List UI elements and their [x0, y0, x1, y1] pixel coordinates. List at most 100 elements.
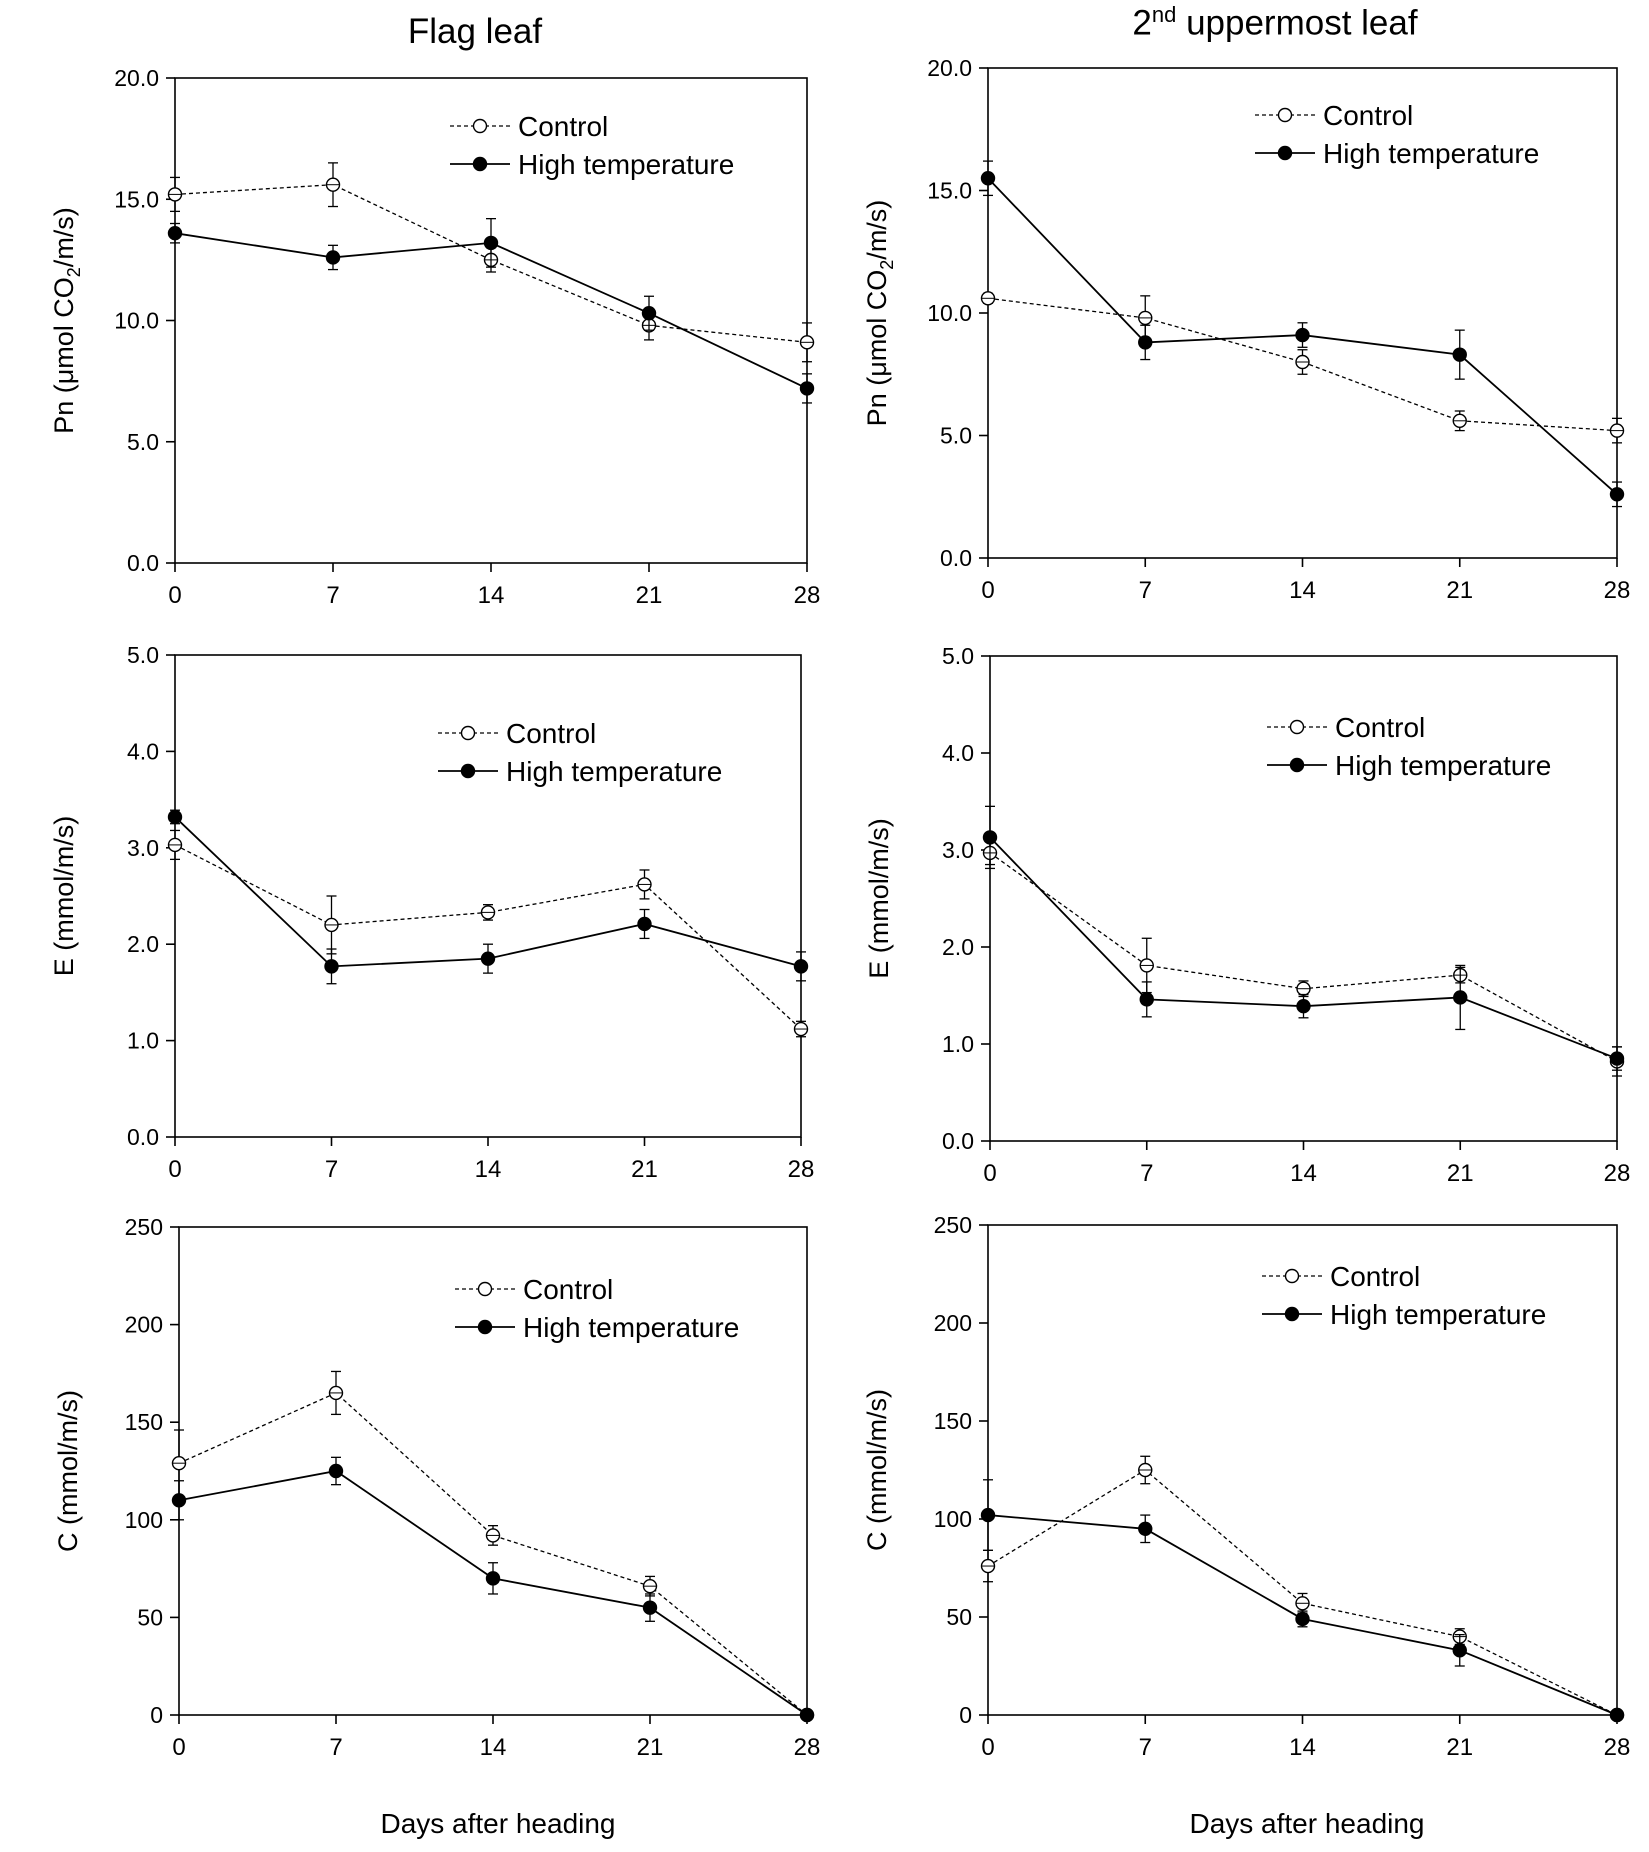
y-tick-label: 0.0 [942, 1128, 974, 1154]
high-temperature-point [1609, 1051, 1625, 1066]
control-series-line [987, 297, 1618, 432]
second-leaf-column-title: 2nd uppermost leaf [1045, 2, 1505, 48]
y-tick-label: 1.0 [942, 1031, 974, 1057]
y-tick-label: 50 [946, 1604, 972, 1630]
x-tick-label: 7 [329, 1734, 342, 1761]
x-tick-label: 21 [636, 582, 663, 609]
high-temperature-point [642, 1600, 658, 1615]
high-temperature-point [1452, 1643, 1467, 1658]
flag-leaf-column-title: Flag leaf [345, 12, 605, 56]
high-temperature-point [980, 171, 996, 186]
x-tick-label: 28 [788, 1156, 815, 1183]
high-temperature-point [799, 1707, 815, 1723]
x-tick-label: 7 [326, 582, 339, 609]
legend-control-marker [1289, 719, 1305, 735]
y-tick-label: 4.0 [127, 738, 159, 764]
legend: Control High temperature [1267, 712, 1551, 781]
legend-high-label: High temperature [1335, 750, 1551, 781]
y-tick-label: 150 [125, 1409, 163, 1435]
legend-high-label: High temperature [1323, 138, 1539, 169]
legend-control-label: Control [523, 1274, 613, 1305]
legend: Control High temperature [1262, 1261, 1546, 1330]
x-tick-label: 0 [168, 582, 181, 609]
high-temperature-point [1295, 327, 1310, 343]
y-axis-title-part: 2 [877, 260, 897, 270]
x-tick-label: 28 [1604, 1160, 1631, 1187]
x-axis-title-left: Days after heading [380, 1808, 615, 1839]
legend-high-marker [1284, 1306, 1300, 1322]
y-tick-label: 0 [150, 1702, 163, 1728]
flag-leaf-title-text: Flag leaf [407, 12, 543, 51]
high-temperature-point [325, 250, 341, 265]
legend-high-marker [1289, 757, 1305, 773]
legend-control-label: Control [1323, 100, 1413, 131]
y-axis-title-part: μ [862, 361, 892, 377]
x-tick-label: 7 [1139, 577, 1152, 604]
legend-high-label: High temperature [518, 149, 734, 180]
y-axis-title-part: Pn ( [862, 377, 892, 427]
y-axis-title-part: E (mmol/m/s) [49, 816, 79, 976]
y-axis-title-part: /m/s) [49, 207, 79, 267]
x-tick-label: 7 [1139, 1734, 1152, 1761]
x-tick-label: 0 [172, 1734, 185, 1761]
high-temperature-point [1138, 1521, 1153, 1537]
control-series-line [174, 184, 808, 343]
y-tick-label: 200 [125, 1312, 163, 1338]
y-tick-label: 20.0 [927, 55, 972, 81]
second-leaf-title-sup: nd [1151, 2, 1177, 27]
legend-high-marker [1277, 145, 1293, 161]
second-leaf-title-num: 2 [1132, 3, 1152, 43]
high-temperature-point [1296, 998, 1311, 1014]
x-tick-label: 0 [168, 1156, 181, 1183]
high-temperature-point [980, 1507, 996, 1523]
y-tick-label: 15.0 [114, 186, 159, 212]
y-tick-label: 5.0 [942, 643, 974, 669]
chart-c-flag: 0 50 100 150 200 250 0 7 14 21 28 C (mmol/m/s) Contr… [53, 1214, 820, 1761]
chart-pn-2nd: 0.0 5.0 10.0 15.0 20.0 0 7 14 21 28 Pn (μmol CO2/m… [862, 55, 1630, 604]
legend: Control High temperature [455, 1274, 739, 1343]
y-axis-title: E (mmol/m/s) [49, 816, 79, 976]
high-temperature-point [1139, 992, 1154, 1007]
legend-high-label: High temperature [523, 1312, 739, 1343]
high-temperature-point [1452, 347, 1467, 362]
high-temperature-point [1453, 990, 1468, 1005]
x-tick-label: 28 [1604, 1734, 1631, 1761]
legend-high-marker [460, 763, 476, 779]
second-leaf-title-rest: uppermost leaf [1176, 3, 1418, 43]
legend-control-label: Control [1335, 712, 1425, 743]
y-tick-label: 1.0 [127, 1028, 159, 1054]
chart-e-2nd: 0.0 1.0 2.0 3.0 4.0 5.0 0 7 14 21 28 E (mmol/m/s) Co… [864, 643, 1630, 1187]
plot-frame [174, 654, 802, 1138]
x-tick-label: 14 [1289, 1734, 1316, 1761]
y-tick-label: 50 [137, 1604, 163, 1630]
high-temperature-point [1138, 335, 1153, 350]
y-axis-title: E (mmol/m/s) [864, 818, 894, 978]
x-tick-label: 0 [981, 1734, 994, 1761]
high-temperature-point [328, 1463, 344, 1479]
plot-frame [178, 1226, 808, 1716]
high-temperature-point [1609, 487, 1625, 502]
y-axis-title-part: /m/s) [862, 200, 892, 260]
high-temperature-point [167, 225, 183, 241]
legend: Control High temperature [438, 718, 722, 787]
x-tick-label: 14 [1289, 577, 1316, 604]
x-tick-label: 28 [794, 1734, 821, 1761]
x-tick-label: 7 [325, 1156, 338, 1183]
x-axis-title-right: Days after heading [1189, 1808, 1424, 1839]
legend-high-label: High temperature [506, 756, 722, 787]
y-tick-label: 15.0 [927, 178, 972, 204]
x-tick-label: 28 [1604, 577, 1631, 604]
y-axis-title-part: C (mmol/m/s) [53, 1390, 83, 1552]
x-tick-label: 7 [1140, 1160, 1153, 1187]
y-axis-title-part: μ [49, 369, 79, 385]
control-series-line [989, 852, 1618, 1063]
high-temperature-point [167, 809, 183, 825]
y-tick-label: 0 [959, 1702, 972, 1728]
x-tick-label: 21 [1447, 1160, 1474, 1187]
y-axis-title: C (mmol/m/s) [53, 1390, 83, 1552]
x-tick-label: 14 [1290, 1160, 1317, 1187]
legend-control-marker [477, 1281, 493, 1297]
x-tick-label: 28 [794, 582, 821, 609]
legend-control-label: Control [506, 718, 596, 749]
high-temperature-point [982, 830, 998, 845]
